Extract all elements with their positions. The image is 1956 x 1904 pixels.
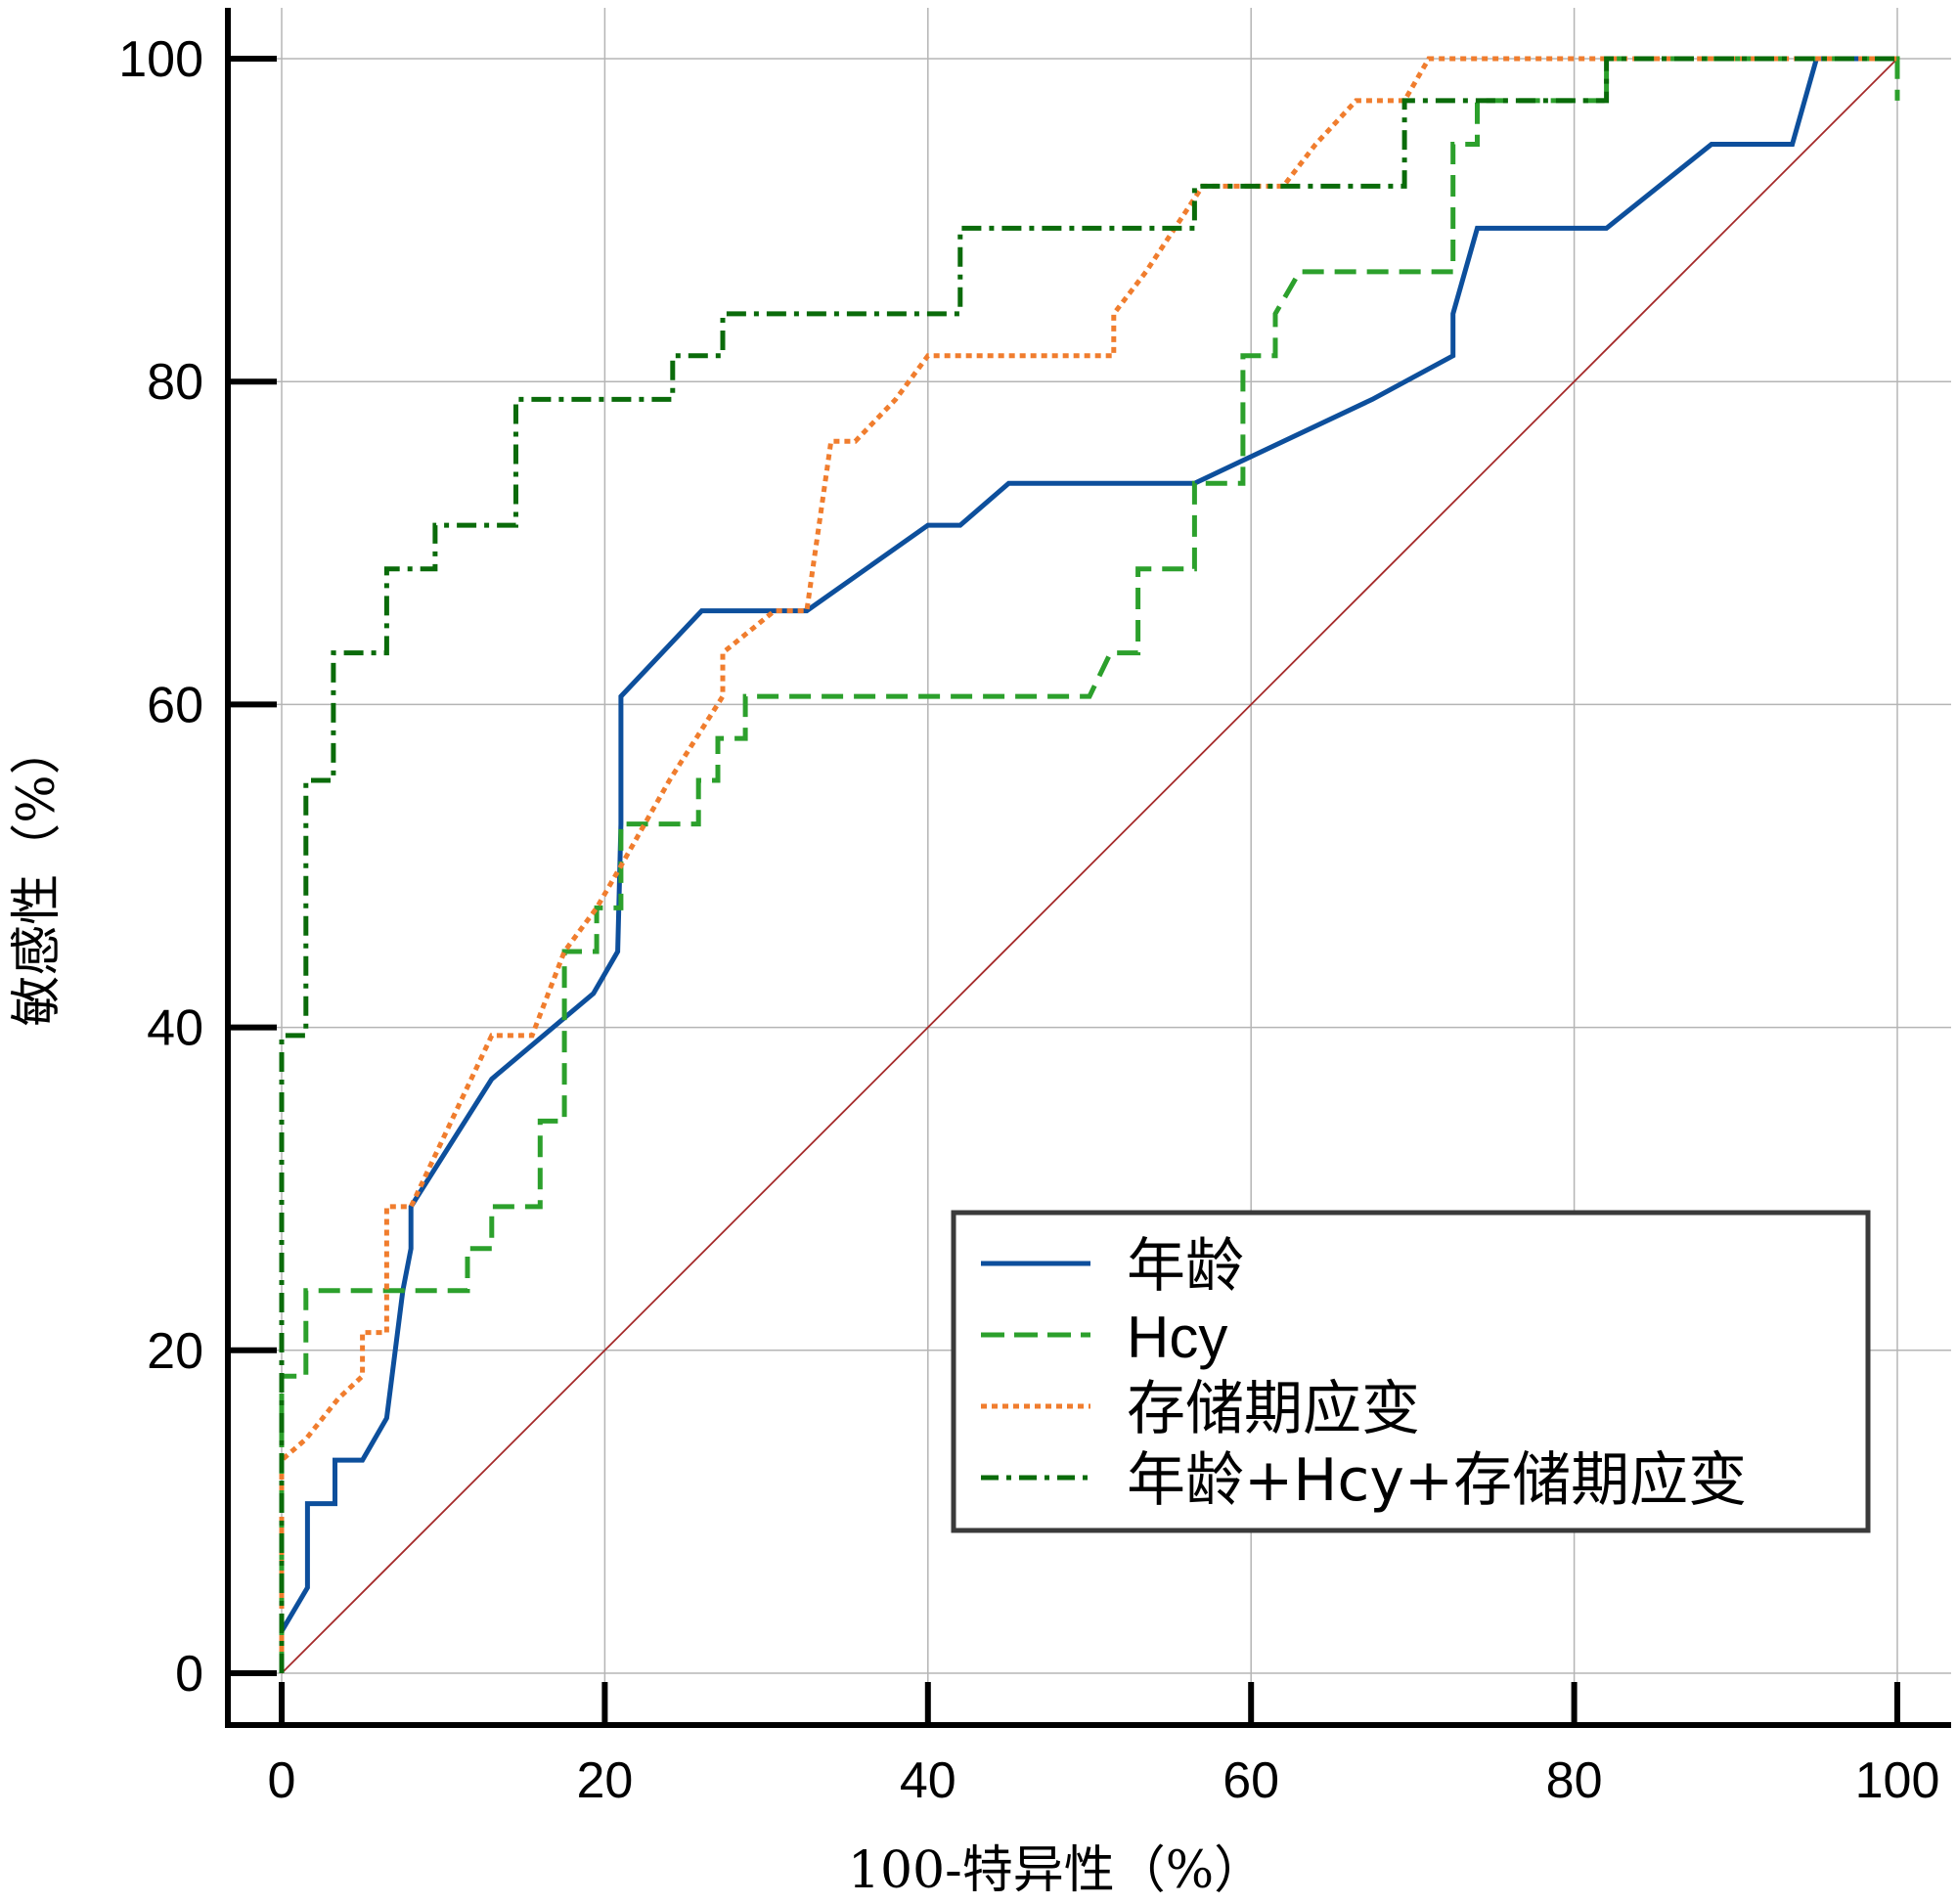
- legend-label-4: 年龄+Hcy+存储期应变: [1127, 1446, 1747, 1515]
- reference-line-layer: [281, 58, 1898, 1674]
- y-axis-title: 敏感性（%）: [8, 724, 67, 1026]
- tick-labels: 0 20 40 60 80 100 0 20 40 60 80 100: [118, 31, 1939, 1809]
- grid-lines: [227, 8, 1951, 1723]
- axes: [225, 8, 1951, 1728]
- y-tick-label: 60: [147, 677, 203, 733]
- series-line-1: [279, 56, 1897, 1673]
- y-tick-label: 40: [147, 1000, 203, 1057]
- x-tick-label: 0: [268, 1752, 296, 1809]
- x-tick-label: 20: [576, 1752, 633, 1809]
- legend-label-3: 存储期应变: [1127, 1375, 1420, 1443]
- x-axis-title: 100-特异性（%）: [848, 1841, 1265, 1900]
- y-tick-label: 20: [147, 1323, 203, 1380]
- y-tick-label: 100: [118, 31, 203, 88]
- y-tick-label: 0: [175, 1646, 203, 1703]
- x-tick-label: 100: [1855, 1752, 1940, 1809]
- series-line-2: [279, 56, 1900, 1673]
- reference-diagonal-line: [281, 58, 1898, 1674]
- x-tick-label: 40: [900, 1752, 956, 1809]
- x-tick-label: 80: [1546, 1752, 1603, 1809]
- series-line-4: [279, 56, 1897, 1673]
- legend-label-1: 年龄: [1127, 1232, 1244, 1301]
- legend-box: [951, 1210, 1871, 1533]
- x-tick-label: 60: [1222, 1752, 1279, 1809]
- y-tick-label: 80: [147, 354, 203, 411]
- series-layer: [279, 56, 1900, 1673]
- legend-label-2: Hcy: [1127, 1305, 1227, 1370]
